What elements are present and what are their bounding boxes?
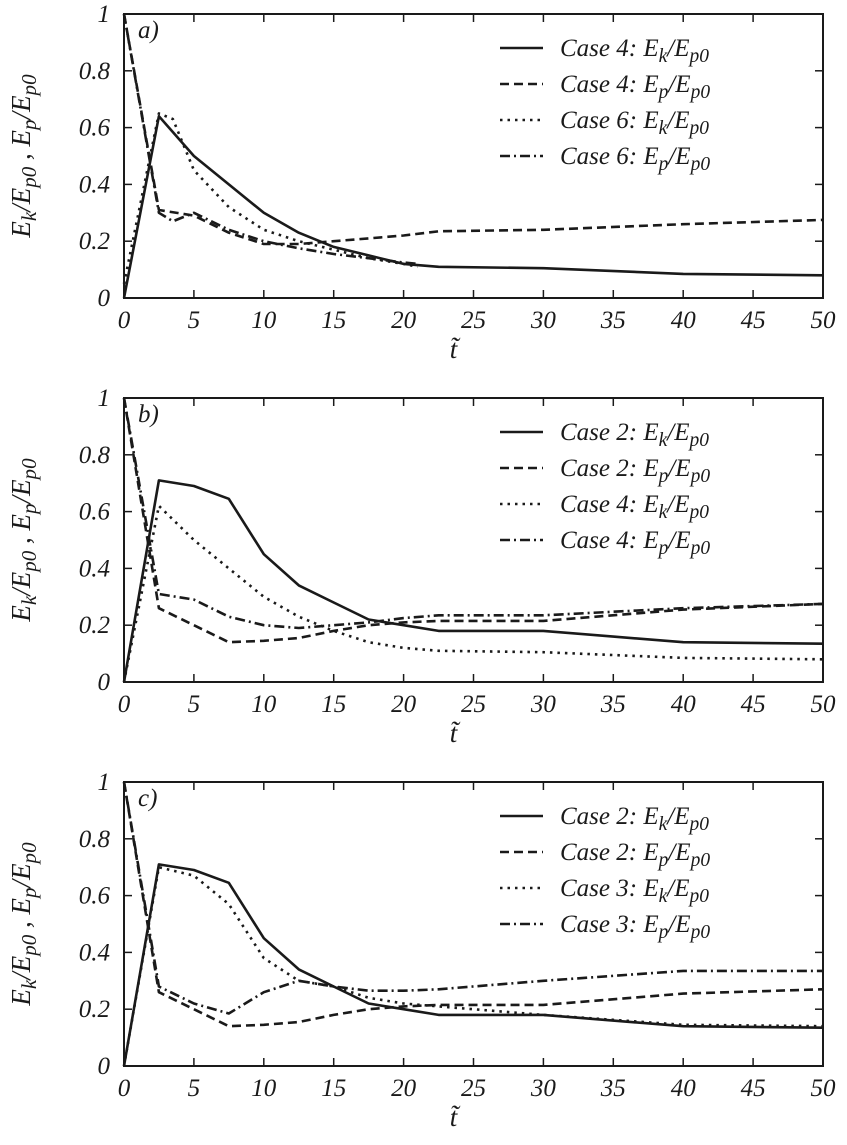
x-tick-label: 35 — [600, 691, 626, 718]
y-tick-label: 0.6 — [79, 883, 111, 910]
x-tick-label: 25 — [461, 307, 486, 334]
series-line-solid — [122, 863, 824, 1067]
x-tick-label: 0 — [118, 1075, 131, 1102]
y-tick-label: 1 — [98, 1, 111, 28]
x-tick-label: 25 — [461, 691, 486, 718]
series-line-dashdot — [122, 13, 418, 266]
legend-label: Case 3: Ep/Ep0 — [560, 911, 710, 943]
legend-label: Case 2: Ep/Ep0 — [560, 839, 710, 871]
y-tick-label: 0.8 — [79, 58, 111, 85]
y-tick-label: 0.8 — [79, 442, 111, 469]
y-tick-label: 0.4 — [79, 555, 110, 582]
y-tick-label: 1 — [98, 385, 111, 412]
series-line-solid — [122, 479, 824, 683]
y-tick-label: 0 — [98, 669, 111, 696]
y-tick-label: 0.2 — [79, 612, 110, 639]
y-tick-label: 0.4 — [79, 171, 110, 198]
y-tick-label: 0.8 — [79, 826, 111, 853]
plot-frame — [123, 781, 824, 1067]
x-tick-label: 10 — [251, 1075, 277, 1102]
plot-frame — [123, 397, 824, 683]
series-line-dashed — [122, 781, 824, 1028]
panel-label: c) — [138, 785, 157, 812]
x-tick-label: 15 — [321, 307, 346, 334]
x-tick-label: 10 — [251, 691, 277, 718]
y-tick-label: 0 — [98, 1053, 111, 1080]
x-tick-label: 0 — [118, 307, 131, 334]
y-axis-title: Ek/Ep0 , Ep/Ep0 — [6, 458, 41, 623]
legend-label: Case 4: Ek/Ep0 — [560, 491, 709, 523]
panel-b: 0 5 10 15 20 25 30 35 40 45 50 0 0.2 0.4 0.6 0.8 1 t̃ Ek/E… — [6, 385, 836, 748]
x-tick-label: 35 — [600, 1075, 626, 1102]
x-tick-label: 35 — [600, 307, 626, 334]
y-tick-label: 0.2 — [79, 228, 110, 255]
legend-label: Case 2: Ek/Ep0 — [560, 803, 709, 835]
panel-a: 0 5 10 15 20 25 30 35 40 45 50 0 0.2 0.4 0.6 0.8 1 t̃ Ek/E… — [6, 1, 836, 364]
legend-label: Case 2: Ek/Ep0 — [560, 419, 709, 451]
y-tick-label: 1 — [98, 769, 111, 796]
panel-c: 0 5 10 15 20 25 30 35 40 45 50 0 0.2 0.4 0.6 0.8 1 t̃ Ek/E… — [6, 769, 836, 1132]
series-line-dotted — [122, 504, 824, 683]
x-tick-label: 45 — [741, 1075, 766, 1102]
legend-label: Case 6: Ek/Ep0 — [560, 107, 709, 139]
x-tick-label: 30 — [530, 307, 557, 334]
x-tick-label: 40 — [671, 307, 697, 334]
legend-label: Case 4: Ek/Ep0 — [560, 35, 709, 67]
x-tick-label: 5 — [188, 691, 201, 718]
legend-label: Case 2: Ep/Ep0 — [560, 455, 710, 487]
y-tick-label: 0.6 — [79, 499, 111, 526]
legend-label: Case 4: Ep/Ep0 — [560, 71, 710, 103]
y-tick-label: 0.2 — [79, 996, 110, 1023]
x-tick-label: 20 — [391, 307, 417, 334]
x-tick-label: 45 — [741, 691, 766, 718]
y-tick-label: 0.6 — [79, 115, 111, 142]
x-tick-label: 10 — [251, 307, 277, 334]
series-line-dotted — [122, 865, 824, 1067]
legend-label: Case 4: Ep/Ep0 — [560, 527, 710, 559]
series-line-dashed — [122, 397, 824, 644]
series-line-dashed — [122, 13, 824, 246]
legend-label: Case 6: Ep/Ep0 — [560, 143, 710, 175]
x-tick-label: 30 — [530, 691, 557, 718]
series-line-solid — [122, 114, 824, 299]
x-tick-label: 50 — [811, 691, 837, 718]
legend-label: Case 3: Ek/Ep0 — [560, 875, 709, 907]
x-tick-label: 25 — [461, 1075, 486, 1102]
x-tick-label: 0 — [118, 691, 131, 718]
x-tick-label: 50 — [811, 1075, 837, 1102]
series-line-dashdot — [122, 781, 823, 1015]
x-tick-label: 5 — [188, 307, 201, 334]
x-tick-label: 20 — [391, 691, 417, 718]
x-tick-label: 45 — [741, 307, 766, 334]
y-axis-title: Ek/Ep0 , Ep/Ep0 — [6, 842, 41, 1007]
x-axis-title: t̃ — [450, 1102, 461, 1132]
x-tick-label: 40 — [671, 691, 697, 718]
panel-label: b) — [138, 401, 159, 428]
y-tick-label: 0.4 — [79, 939, 110, 966]
x-tick-label: 30 — [530, 1075, 557, 1102]
y-axis-title: Ek/Ep0 , Ep/Ep0 — [6, 74, 41, 239]
x-tick-label: 50 — [811, 307, 837, 334]
x-tick-label: 15 — [321, 691, 346, 718]
x-tick-label: 20 — [391, 1075, 417, 1102]
x-axis-title: t̃ — [450, 334, 461, 364]
plot-frame — [123, 13, 824, 299]
series-line-dashdot — [122, 397, 824, 630]
x-tick-label: 5 — [188, 1075, 201, 1102]
y-tick-label: 0 — [98, 285, 111, 312]
panel-label: a) — [138, 17, 159, 44]
x-axis-title: t̃ — [450, 718, 461, 748]
x-tick-label: 40 — [671, 1075, 697, 1102]
x-tick-label: 15 — [321, 1075, 346, 1102]
